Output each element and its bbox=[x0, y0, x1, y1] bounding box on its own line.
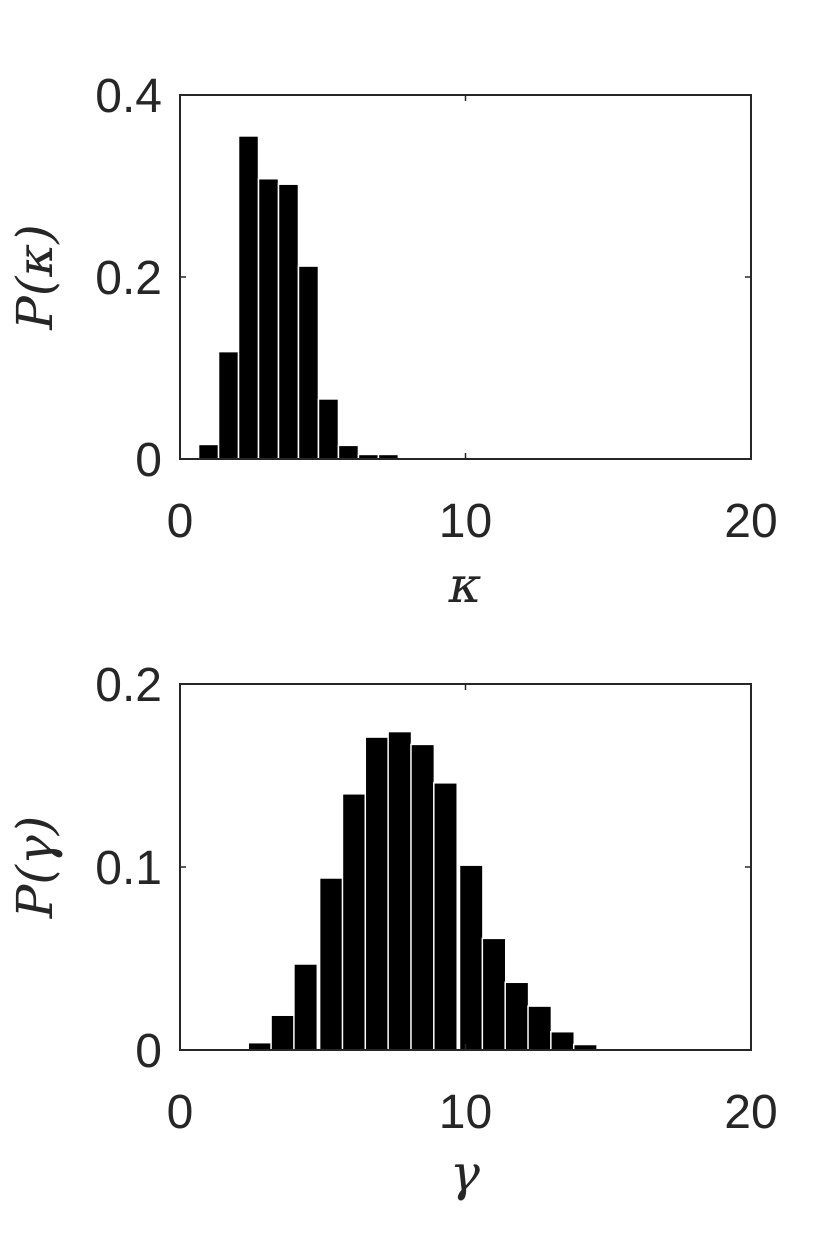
gamma-xtick-label: 20 bbox=[724, 1086, 777, 1139]
gamma-histogram-bar bbox=[270, 1014, 296, 1051]
gamma-histogram-bar bbox=[481, 937, 507, 1051]
gamma-xtick-labels: 0 10 20 bbox=[167, 1086, 778, 1139]
gamma-histogram-bar bbox=[410, 743, 436, 1051]
gamma-histogram-bar bbox=[293, 963, 319, 1051]
gamma-histogram-bar bbox=[504, 981, 530, 1051]
gamma-histogram-bar bbox=[387, 730, 413, 1051]
kappa-histogram-bar bbox=[277, 183, 300, 460]
gamma-histogram: 0 0.1 0.2 0 10 20 γ P(γ) bbox=[6, 659, 778, 1202]
gamma-histogram-bar bbox=[247, 1041, 273, 1051]
gamma-histogram-bar bbox=[318, 877, 344, 1051]
gamma-histogram-bar bbox=[550, 1030, 576, 1051]
kappa-histogram-bar bbox=[337, 444, 360, 460]
gamma-ytick-label: 0.1 bbox=[95, 842, 162, 895]
gamma-histogram-bar bbox=[458, 864, 484, 1051]
kappa-xtick-label: 0 bbox=[167, 495, 194, 548]
gamma-x-axis-label: γ bbox=[450, 1144, 480, 1202]
kappa-ytick-labels: 0 0.2 0.4 bbox=[95, 70, 162, 487]
kappa-ytick-label: 0.4 bbox=[95, 70, 162, 123]
gamma-ytick-label: 0 bbox=[135, 1025, 162, 1078]
gamma-ticks bbox=[179, 683, 752, 1051]
kappa-ticks bbox=[179, 94, 752, 460]
kappa-x-axis-label: κ bbox=[448, 556, 482, 614]
gamma-histogram-bar bbox=[341, 793, 367, 1051]
gamma-y-axis-label: P(γ) bbox=[6, 816, 64, 920]
gamma-histogram-bar bbox=[527, 1005, 553, 1051]
kappa-histogram-bar bbox=[257, 177, 280, 460]
kappa-histogram-bar bbox=[197, 443, 220, 460]
gamma-histogram-bar bbox=[364, 736, 390, 1051]
kappa-histogram-bar bbox=[217, 350, 240, 460]
kappa-histogram: 0 0.2 0.4 0 10 20 κ P(κ) bbox=[6, 70, 778, 614]
gamma-ytick-labels: 0 0.1 0.2 bbox=[95, 659, 162, 1078]
kappa-histogram-bar bbox=[297, 265, 320, 460]
kappa-histogram-bar bbox=[317, 398, 340, 460]
kappa-bars bbox=[197, 135, 400, 460]
kappa-histogram-bar bbox=[237, 135, 260, 460]
gamma-xtick-label: 0 bbox=[167, 1086, 194, 1139]
kappa-xtick-label: 20 bbox=[724, 495, 777, 548]
kappa-ytick-label: 0.2 bbox=[95, 252, 162, 305]
kappa-xtick-labels: 0 10 20 bbox=[167, 495, 778, 548]
kappa-ytick-label: 0 bbox=[135, 434, 162, 487]
kappa-xtick-label: 10 bbox=[439, 495, 492, 548]
gamma-xtick-label: 10 bbox=[439, 1086, 492, 1139]
gamma-histogram-bar bbox=[433, 782, 458, 1051]
gamma-ytick-label: 0.2 bbox=[95, 659, 162, 712]
kappa-y-axis-label: P(κ) bbox=[6, 224, 64, 330]
gamma-bars bbox=[247, 730, 647, 1051]
